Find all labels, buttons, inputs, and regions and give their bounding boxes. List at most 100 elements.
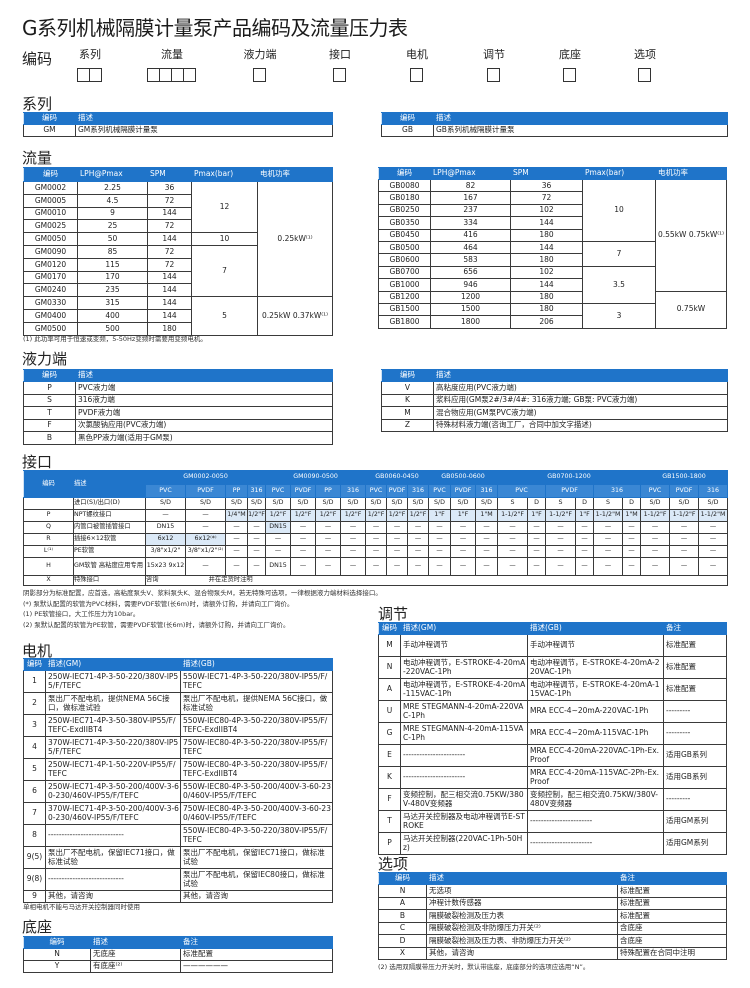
table-cell: S/D	[246, 497, 267, 510]
table-cell: —	[593, 557, 624, 576]
table-cell: DN15	[145, 521, 186, 534]
table-cell: —	[340, 557, 367, 576]
port-material-header: 316	[407, 484, 430, 498]
table-cell: S/D	[475, 497, 499, 510]
table-cell: S/D	[669, 497, 700, 510]
table-cell: —	[450, 557, 477, 576]
column-header: 描述	[426, 872, 618, 885]
column-header: 描述	[73, 470, 146, 498]
table-cell: —	[527, 521, 547, 534]
table-cell: —	[428, 533, 452, 546]
port-material-header: PVDF	[669, 484, 700, 498]
series-table-gm: 编码 描述 GM GM系列机械隔膜计量泵	[23, 112, 333, 137]
table-cell: —	[640, 545, 671, 558]
table-cell: —	[475, 557, 499, 576]
header-row: 编码 描述 备注	[23, 936, 333, 949]
flow-table-gb: 编码 LPH@Pmax SPM Pmax(bar) 电机功率 GB0080 82 36 10 0.…	[378, 167, 727, 329]
table-cell: —	[527, 557, 547, 576]
table-row: GM0002 2.25 36 12 0.25kW⁽¹⁾	[23, 180, 333, 298]
header-row: 编码 LPH@Pmax SPM Pmax(bar) 电机功率	[378, 167, 727, 180]
table-row: GB0600 583 180	[378, 253, 727, 267]
table-row: A 电动冲程调节，E-STROKE-4-20mA-115VAC-1Ph 电动冲程调节…	[378, 678, 727, 701]
table-cell: 标准配置	[663, 656, 727, 679]
flow-note: (1) 此功率可用于恒速或变频，5-50Hz变频时需要用变频电机。	[23, 335, 207, 343]
table-cell: —	[475, 521, 499, 534]
table-cell: —	[290, 545, 317, 558]
code-field-label: 底座	[559, 48, 581, 61]
table-row: GM0120 115 72	[23, 257, 333, 272]
table-cell: 1"F	[575, 509, 595, 522]
table-row: GB0700 656 102 3.5	[378, 265, 727, 304]
table-cell: GM0025	[23, 219, 78, 234]
table-cell: 3	[23, 714, 46, 737]
table-cell: —	[669, 521, 700, 534]
table-cell: 电动冲程调节，E-STROKE-4-20mA-220VAC-1Ph	[400, 656, 528, 679]
table-cell: 1/2"F	[290, 509, 317, 522]
table-cell: 特殊材料液力端(咨询工厂，合同中加文字描述)	[433, 418, 728, 432]
motor-heading: 电机	[22, 642, 53, 660]
table-cell: R	[23, 533, 74, 546]
table-cell: E	[378, 744, 401, 767]
table-row: GB0450 416 180	[378, 228, 727, 242]
port-group-header: GB1500-1800	[640, 470, 729, 485]
table-cell: —	[622, 545, 642, 558]
table-cell: 250W-IEC71-4P-3-50-220/380V-IP55/F/TEFC	[45, 670, 181, 693]
table-cell: —	[315, 533, 342, 546]
table-row: M 混合物应用(GM泵PVC液力端)	[381, 406, 728, 420]
code-box	[487, 68, 500, 82]
table-cell: 550W-IEC80-4P-3-50-220/380V-IP55/F/TEFC-…	[180, 714, 333, 737]
motor-note: 单相电机不能与马达开关控制器同时使用	[23, 903, 140, 911]
flow-heading: 流量	[22, 149, 53, 167]
code-label: 编码	[22, 50, 53, 68]
port-group-header: GB0500-0600	[428, 470, 499, 485]
table-cell: S	[497, 497, 529, 510]
table-row: F 变频控制，配三相交流0.75KW/380V-480V变频器 变频控制，配三相交流…	[378, 788, 727, 811]
table-cell: 3.5	[582, 265, 656, 304]
port-material-header: PVC	[265, 484, 292, 498]
table-cell: —	[428, 545, 452, 558]
table-cell: 手动冲程调节	[400, 634, 528, 657]
table-cell: GM系列机械隔膜计量泵	[75, 124, 333, 137]
table-cell: S/D	[145, 497, 186, 510]
table-cell: 10	[191, 232, 258, 246]
table-cell: MRA ECC-4~20mA-220VAC-1Ph	[527, 700, 664, 723]
table-cell: 1"F	[428, 509, 452, 522]
table-cell: S/D	[428, 497, 452, 510]
table-cell: 1/4"M	[225, 509, 248, 522]
table-cell: 插接6×12软管	[73, 533, 146, 546]
table-cell: —	[225, 557, 248, 576]
port-group-header: GB0700-1200	[497, 470, 642, 485]
table-cell: X	[23, 575, 74, 586]
port-material-header: PVDF	[185, 484, 226, 498]
table-row: GB0250 237 102	[378, 203, 727, 218]
table-row: 3 250W-IEC71-4P-3-50-380V-IP55/F/TEFC-Exd…	[23, 714, 333, 737]
port-group-header: GM0002-0050	[144, 470, 267, 485]
table-cell: GM0500	[23, 321, 78, 336]
table-cell: S/D	[407, 497, 430, 510]
table-cell: -----------------------	[527, 832, 664, 855]
code-boxes	[310, 68, 370, 82]
table-cell: 8	[23, 824, 46, 847]
table-cell: 2	[23, 692, 46, 715]
table-cell: GB0080	[378, 178, 431, 193]
table-cell: 其他，请咨询	[45, 890, 181, 903]
table-cell: —	[545, 557, 577, 576]
table-cell: 750W-IEC80-4P-3-50-220/380V-IP55/F/TEFC	[180, 736, 333, 759]
port-material-header: 316	[475, 484, 499, 498]
table-cell: 1200	[430, 290, 511, 304]
table-row: GM0240 235 144	[23, 283, 333, 298]
table-cell: MRA ECC-4-20mA-220VAC-1Ph-Ex. Proof	[527, 744, 664, 767]
table-row: GM0090 85 72 7	[23, 244, 333, 298]
table-cell: —	[575, 545, 595, 558]
table-row: GB1200 1200 180 0.75kW	[378, 290, 727, 329]
table-cell: —	[622, 533, 642, 546]
table-cell: 144	[510, 278, 583, 292]
table-row: B 黑色PP液力端(适用于GM泵)	[23, 431, 333, 445]
table-cell: 1/2"F	[246, 509, 267, 522]
table-cell: GB1500	[378, 302, 431, 317]
table-cell: 0.25kW 0.37kW⁽¹⁾	[257, 296, 333, 336]
table-cell: 1"F	[527, 509, 547, 522]
table-cell: —	[290, 533, 317, 546]
table-row: S 316液力端	[23, 393, 333, 407]
header-row: 编码 描述	[381, 112, 728, 125]
